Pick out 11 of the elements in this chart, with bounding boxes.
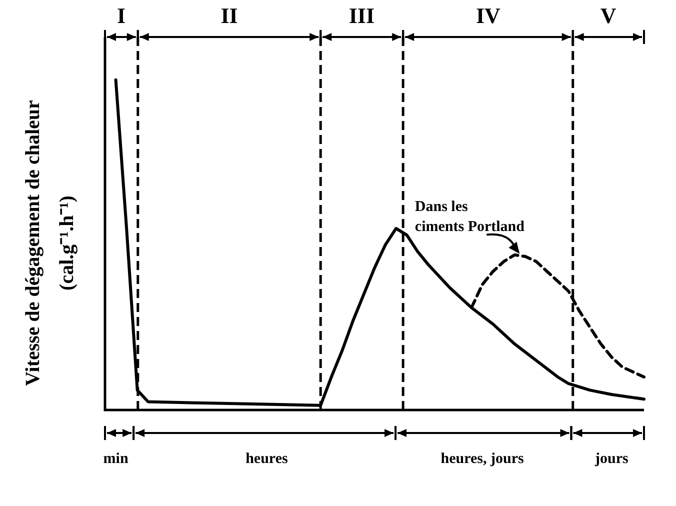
x-tick-label: heures, jours	[440, 450, 524, 467]
text: II	[220, 3, 238, 28]
annotation: Dans les ciments Portland	[414, 198, 524, 238]
x-tick-label: min	[103, 450, 129, 467]
text: V	[600, 3, 616, 28]
x-tick-label: heures	[246, 450, 288, 467]
x-tick-label: jours	[594, 450, 628, 467]
text: III	[348, 3, 375, 28]
y-axis-title: Vitesse de dégagement de chaleur (cal.g⁻¹.h⁻¹)	[21, 99, 79, 388]
text: I	[116, 3, 126, 28]
text: IV	[476, 3, 500, 28]
